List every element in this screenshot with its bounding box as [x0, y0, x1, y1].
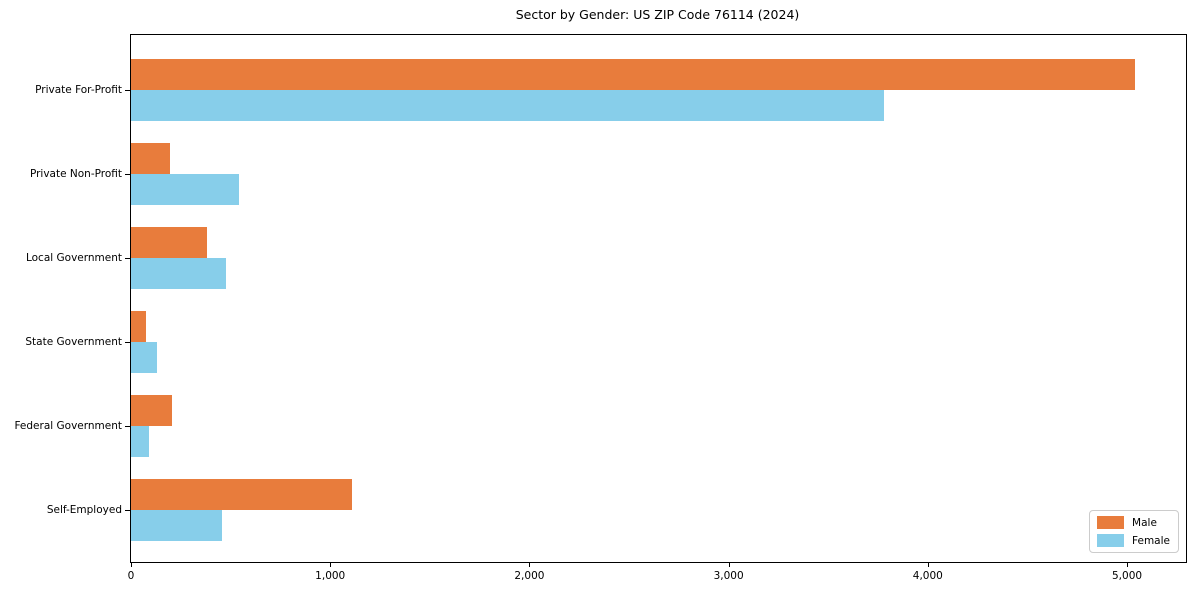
bar-female-state-government	[131, 342, 158, 373]
x-tick	[1127, 562, 1129, 567]
y-tick-label-federal-government: Federal Government	[14, 420, 122, 432]
x-tick-label-5-000: 5,000	[1112, 570, 1143, 582]
y-tick	[125, 174, 130, 175]
bar-male-self-employed	[131, 479, 353, 510]
y-tick-label-private-for-profit: Private For-Profit	[35, 84, 122, 96]
legend-item-male: Male	[1097, 516, 1170, 529]
legend-label-male: Male	[1132, 516, 1157, 529]
x-tick-label-3-000: 3,000	[713, 570, 744, 582]
y-tick	[125, 342, 130, 343]
y-tick	[125, 426, 130, 427]
bar-female-private-non-profit	[131, 174, 239, 205]
x-tick-label-0: 0	[127, 570, 135, 582]
bar-male-federal-government	[131, 395, 172, 426]
plot-area: Male Female Private For-Profit Private No…	[14, 34, 1187, 582]
legend-swatch-female-icon	[1097, 534, 1125, 547]
y-tick-label-self-employed: Self-Employed	[46, 504, 122, 516]
y-tick	[125, 510, 130, 511]
legend-item-female: Female	[1097, 534, 1170, 547]
legend-label-female: Female	[1132, 534, 1170, 547]
bar-male-private-for-profit	[131, 59, 1135, 90]
bar-female-self-employed	[131, 510, 222, 541]
y-tick	[125, 90, 130, 91]
bar-male-local-government	[131, 227, 207, 258]
bar-female-federal-government	[131, 426, 149, 457]
y-tick	[125, 258, 130, 259]
bar-female-local-government	[131, 258, 226, 289]
legend: Male Female	[1089, 510, 1179, 553]
chart-title: Sector by Gender: US ZIP Code 76114 (202…	[515, 7, 800, 22]
bar-male-state-government	[131, 311, 146, 342]
x-tick	[131, 562, 132, 567]
y-tick-label-private-non-profit: Private Non-Profit	[29, 168, 122, 180]
bar-male-private-non-profit	[131, 143, 170, 174]
x-tick-label-2-000: 2,000	[514, 570, 545, 582]
legend-swatch-male-icon	[1097, 516, 1125, 529]
y-tick-label-local-government: Local Government	[25, 252, 122, 264]
x-tick-label-4-000: 4,000	[912, 570, 943, 582]
x-tick-label-1-000: 1,000	[315, 570, 346, 582]
x-tick	[728, 562, 730, 567]
x-tick	[330, 562, 332, 567]
y-tick-label-state-government: State Government	[25, 336, 122, 348]
x-tick	[927, 562, 929, 567]
x-tick	[529, 562, 531, 567]
bar-female-private-for-profit	[131, 90, 884, 121]
